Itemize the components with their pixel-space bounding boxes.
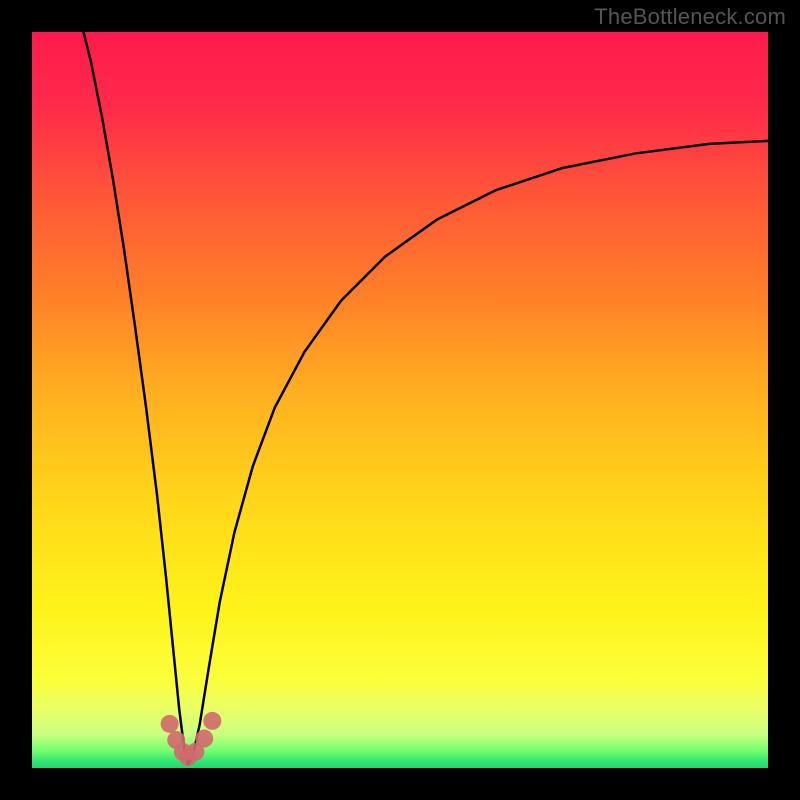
marker-dot xyxy=(195,730,213,748)
marker-dot xyxy=(161,715,179,733)
plot-background xyxy=(32,32,768,768)
bottleneck-chart xyxy=(0,0,800,800)
watermark-text: TheBottleneck.com xyxy=(594,4,786,30)
marker-dot xyxy=(203,712,221,730)
chart-container: TheBottleneck.com xyxy=(0,0,800,800)
